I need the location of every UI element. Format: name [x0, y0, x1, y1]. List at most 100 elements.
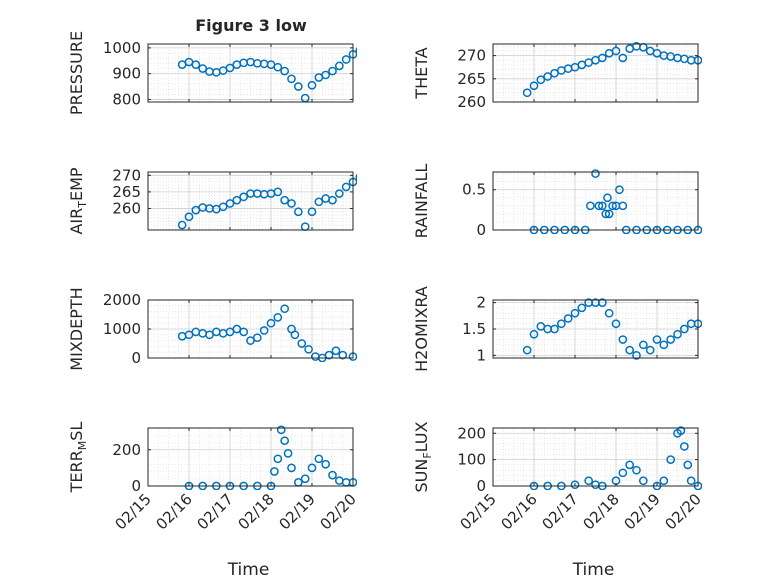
data-point [287, 74, 296, 84]
data-point [321, 459, 331, 469]
y-axis-label: RAINFALL [412, 164, 431, 239]
data-point [191, 60, 201, 69]
data-point [280, 304, 290, 314]
data-point [604, 209, 614, 219]
data-point [563, 314, 573, 323]
data-point [300, 93, 310, 103]
data-point [604, 308, 614, 318]
data-point [239, 327, 249, 337]
data-point [287, 199, 296, 208]
data-point [314, 197, 324, 207]
data-point [618, 335, 628, 344]
data-point [363, 43, 370, 50]
data-point [586, 201, 595, 211]
figure-title: Figure 3 low [195, 16, 307, 35]
data-point [563, 64, 573, 73]
x-tick-label: 02/18 [235, 490, 278, 533]
data-point [679, 442, 689, 451]
subplot-mixdepth: 0 1000 2000 MIXDEPTH [67, 287, 357, 371]
y-tick-label: 270 [112, 166, 141, 184]
data-point [536, 75, 546, 85]
y-tick-label: 1000 [103, 39, 141, 57]
axes-box [147, 43, 354, 103]
data-point [632, 351, 641, 360]
x-tick-label: 02/20 [317, 490, 360, 533]
data-point [297, 339, 307, 348]
data-point [370, 42, 377, 49]
data-point [543, 72, 553, 81]
data-point [577, 303, 587, 313]
axes-box [147, 171, 354, 231]
y-axis-label: SUNFLUX [412, 421, 434, 492]
x-tick-label: 02/17 [194, 490, 237, 533]
x-tick-label: 02/15 [457, 490, 500, 533]
series-markers [529, 426, 702, 490]
data-point [638, 42, 648, 52]
data-point [184, 212, 194, 222]
data-point [328, 470, 337, 480]
data-point [679, 324, 689, 334]
x-tick-label: 02/16 [153, 490, 196, 533]
data-point [597, 53, 607, 63]
y-tick-label: 260 [457, 93, 486, 111]
x-axis-label: Time [572, 560, 615, 580]
data-point [659, 340, 669, 350]
series-markers [177, 304, 357, 362]
data-point [615, 185, 624, 195]
data-point [300, 222, 310, 232]
data-point [334, 61, 344, 71]
x-tick-label: 02/16 [498, 490, 541, 533]
data-point [300, 474, 310, 484]
y-tick-label: 0.5 [462, 181, 486, 199]
data-point [259, 326, 269, 335]
data-point [307, 463, 317, 473]
y-tick-label: 2 [476, 294, 486, 312]
data-point [597, 201, 607, 211]
data-point [287, 463, 296, 473]
data-point [625, 345, 635, 355]
data-point [666, 455, 676, 464]
data-point [283, 449, 293, 458]
data-point [601, 209, 611, 219]
data-point [239, 58, 249, 68]
data-point [324, 350, 334, 360]
subplot-theta: 260 265 270 THETA [412, 41, 702, 111]
y-tick-label: 1000 [103, 320, 141, 338]
y-axis-label: PRESSURE [67, 31, 86, 115]
data-point [611, 319, 621, 329]
data-point [659, 476, 669, 486]
data-point [666, 335, 676, 344]
data-point [666, 52, 676, 61]
x-tick-label: 02/17 [539, 490, 582, 533]
y-axis-label: H2OMIXRA [412, 286, 431, 372]
y-tick-label: 900 [112, 65, 141, 83]
data-point [273, 313, 283, 322]
data-point [177, 220, 187, 230]
data-point [625, 460, 635, 470]
data-point [218, 202, 228, 212]
data-point [341, 182, 351, 192]
data-point [679, 54, 689, 64]
data-point [307, 207, 317, 217]
data-point [584, 476, 594, 486]
data-point [652, 335, 662, 344]
data-point [638, 340, 648, 350]
data-point [270, 467, 279, 476]
x-tick-label: 02/19 [276, 490, 319, 533]
data-point [232, 195, 242, 205]
y-tick-label: 265 [457, 70, 486, 88]
data-point [293, 207, 303, 217]
data-point [529, 329, 539, 339]
data-point [338, 350, 348, 360]
data-point [218, 329, 228, 338]
axes-box [492, 43, 699, 103]
data-point [556, 66, 566, 75]
data-point [225, 63, 235, 73]
axes-box [147, 427, 354, 487]
data-point [686, 476, 696, 486]
data-point [311, 352, 320, 361]
